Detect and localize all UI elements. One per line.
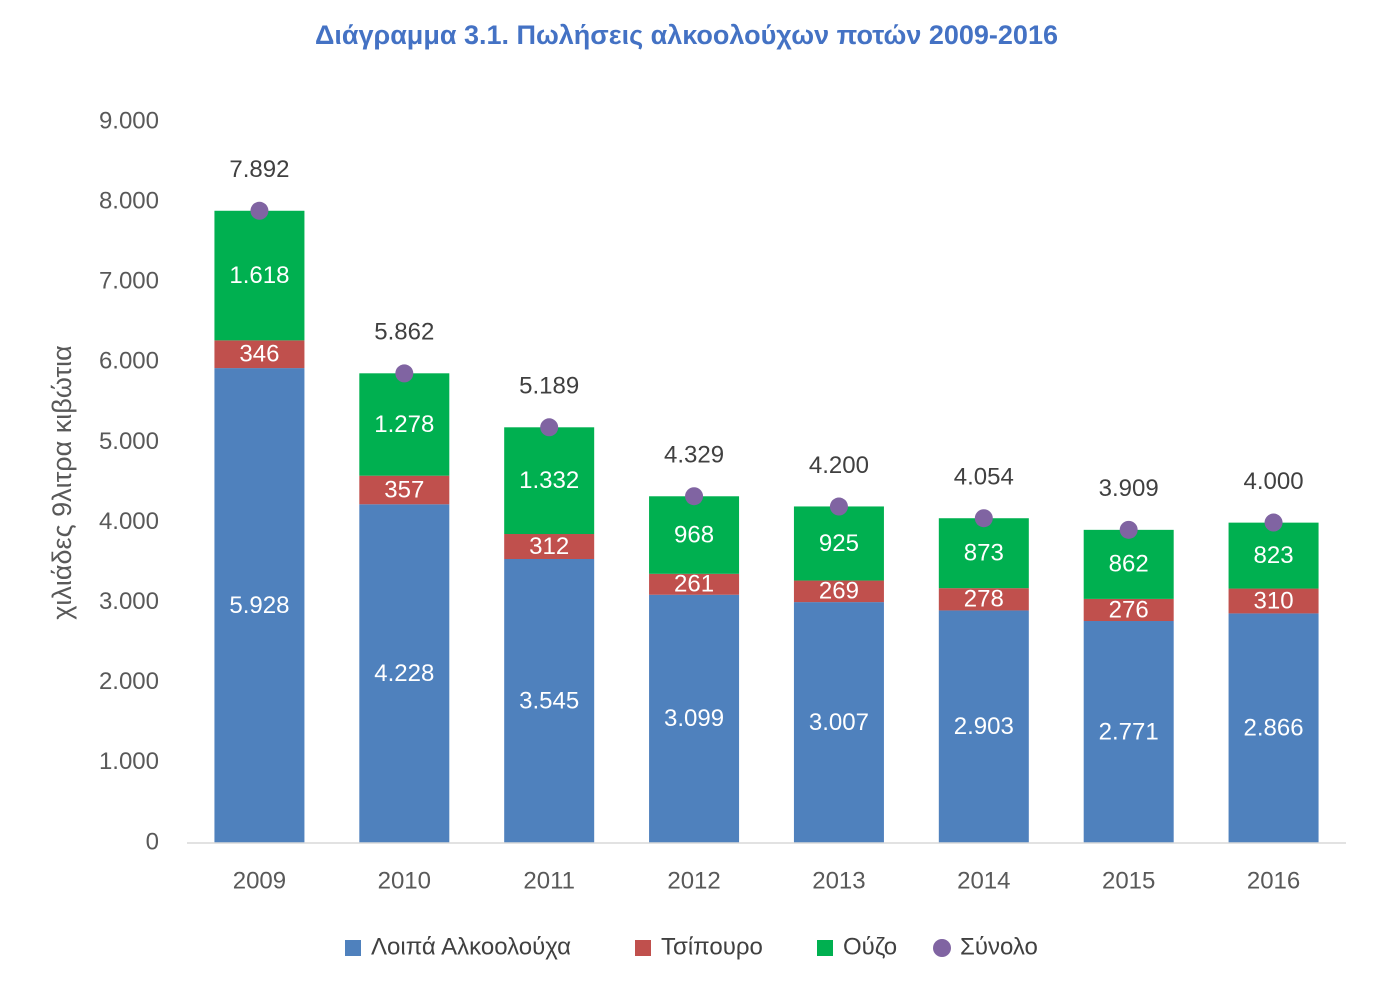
total-marker <box>685 487 704 506</box>
total-value-label: 3.909 <box>1099 475 1159 502</box>
bar-segment <box>1228 522 1319 589</box>
x-tick-label: 2014 <box>957 867 1010 894</box>
legend-swatch <box>817 940 833 956</box>
legend-swatch <box>635 940 651 956</box>
total-value-label: 5.862 <box>374 319 434 346</box>
legend-label: Τσίπουρο <box>661 933 763 960</box>
total-value-label: 7.892 <box>229 156 289 183</box>
y-tick-label: 3.000 <box>99 588 159 615</box>
x-tick-label: 2011 <box>523 867 575 894</box>
total-marker <box>395 364 414 383</box>
bar-value-label: 269 <box>819 578 859 605</box>
bar-value-label: 310 <box>1254 587 1294 614</box>
chart-title: Διάγραμμα 3.1. Πωλήσεις αλκοολούχων ποτώ… <box>314 20 1058 50</box>
bar-segment <box>214 210 305 341</box>
bar-segment <box>504 534 595 560</box>
bar-segment <box>359 504 450 843</box>
bar-segment <box>1228 613 1319 843</box>
bar-segment <box>938 588 1029 611</box>
bar-value-label: 2.903 <box>954 713 1014 740</box>
bar-value-label: 357 <box>384 476 424 503</box>
bar-segment <box>359 475 450 505</box>
total-marker <box>540 418 559 437</box>
bar-value-label: 1.618 <box>229 262 289 289</box>
bar-value-label: 873 <box>964 540 1004 567</box>
bar-segment <box>1083 529 1174 599</box>
legend-label: Ούζο <box>843 933 897 960</box>
bar-segment <box>649 496 740 574</box>
bar-segment <box>793 506 884 581</box>
total-marker <box>1264 513 1283 532</box>
total-marker <box>974 509 993 528</box>
bar-segment <box>1228 588 1319 614</box>
bar-value-label: 312 <box>529 533 569 560</box>
total-marker <box>250 201 269 220</box>
bar-segment <box>649 573 740 595</box>
y-tick-label: 8.000 <box>99 187 159 214</box>
bar-segment <box>938 518 1029 589</box>
x-tick-label: 2013 <box>812 867 865 894</box>
bar-value-label: 968 <box>674 521 714 548</box>
bar-value-label: 1.278 <box>374 411 434 438</box>
bar-value-label: 278 <box>964 586 1004 613</box>
x-tick-label: 2015 <box>1102 867 1155 894</box>
legend-swatch <box>345 940 361 956</box>
y-tick-label: 0 <box>146 828 159 855</box>
bar-value-label: 1.332 <box>519 467 579 494</box>
x-tick-label: 2016 <box>1247 867 1300 894</box>
bar-value-label: 2.771 <box>1099 718 1159 745</box>
total-value-label: 4.000 <box>1244 468 1304 495</box>
y-tick-label: 5.000 <box>99 428 159 455</box>
y-tick-label: 9.000 <box>99 107 159 134</box>
bar-value-label: 3.545 <box>519 687 579 714</box>
y-tick-label: 7.000 <box>99 268 159 295</box>
bar-segment <box>793 602 884 843</box>
bar-segment <box>793 580 884 603</box>
bar-segment <box>504 559 595 843</box>
bar-segment <box>504 427 595 535</box>
bar-value-label: 276 <box>1109 596 1149 623</box>
total-value-label: 5.189 <box>519 373 579 400</box>
total-marker <box>1119 520 1138 539</box>
total-marker <box>829 497 848 516</box>
bar-value-label: 823 <box>1254 542 1294 569</box>
bar-segment <box>214 340 305 369</box>
bar-value-label: 862 <box>1109 551 1149 578</box>
y-tick-label: 6.000 <box>99 348 159 375</box>
y-tick-label: 1.000 <box>99 748 159 775</box>
y-tick-label: 4.000 <box>99 508 159 535</box>
bar-value-label: 261 <box>674 571 714 598</box>
y-axis-title: χιλιάδες 9λιτρα κιβώτια <box>47 345 77 620</box>
bar-segment <box>938 610 1029 843</box>
bar-value-label: 4.228 <box>374 660 434 687</box>
y-tick-label: 2.000 <box>99 668 159 695</box>
bar-segment <box>1083 621 1174 843</box>
x-tick-label: 2012 <box>667 867 720 894</box>
bar-segment <box>359 373 450 476</box>
legend-marker <box>933 939 951 957</box>
bar-segment <box>1083 598 1174 622</box>
x-tick-label: 2010 <box>378 867 431 894</box>
x-tick-label: 2009 <box>233 867 286 894</box>
bar-value-label: 3.007 <box>809 709 869 736</box>
total-value-label: 4.054 <box>954 464 1014 491</box>
legend-label: Λοιπά Αλκοολούχα <box>371 933 571 960</box>
legend-label: Σύνολο <box>960 933 1038 960</box>
total-value-label: 4.200 <box>809 452 869 479</box>
bar-value-label: 2.866 <box>1244 715 1304 742</box>
bar-segment <box>649 594 740 843</box>
bar-value-label: 925 <box>819 530 859 557</box>
bar-value-label: 5.928 <box>229 592 289 619</box>
bar-value-label: 3.099 <box>664 705 724 732</box>
bar-value-label: 346 <box>239 341 279 368</box>
total-value-label: 4.329 <box>664 442 724 469</box>
bar-segment <box>214 368 305 843</box>
